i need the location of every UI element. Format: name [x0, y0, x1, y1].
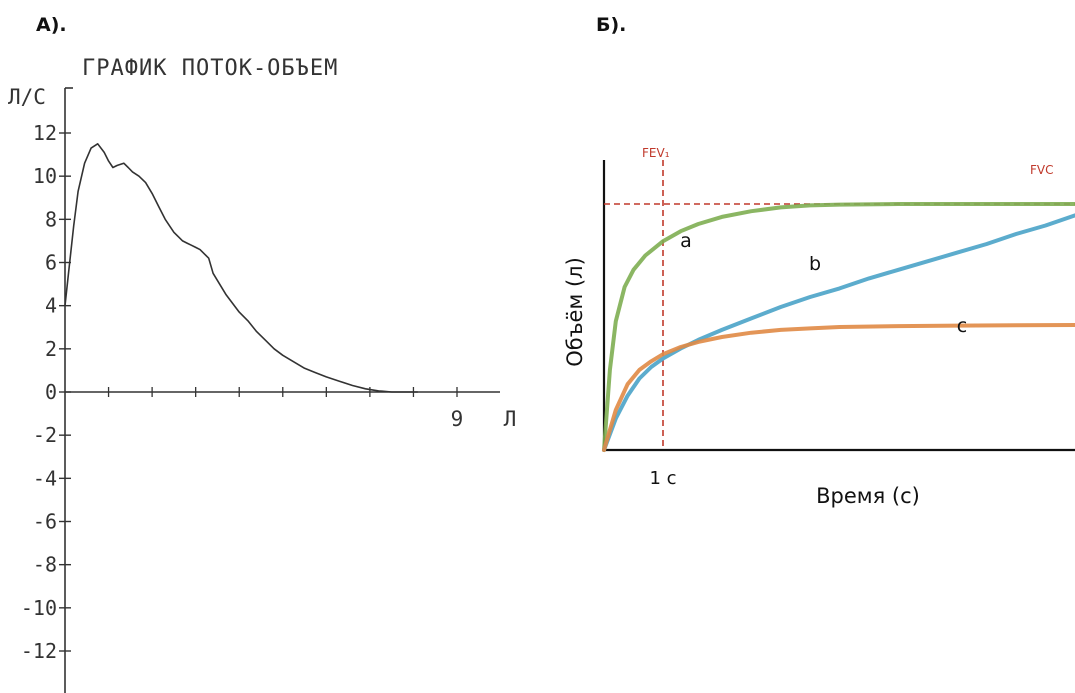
flow-volume-y-tick-label: -12 [21, 639, 57, 663]
flow-volume-x-label: Л [504, 407, 517, 431]
curve-label-a: a [680, 230, 692, 252]
curve-label-c: c [957, 315, 967, 337]
flow-volume-y-tick-label: -4 [33, 466, 57, 490]
volume-time-curve-b [602, 213, 1075, 452]
volume-time-y-label: Объём (л) [563, 257, 587, 367]
fev1-annotation: FEV₁ [642, 146, 670, 160]
flow-volume-y-tick-label: -10 [21, 596, 57, 620]
flow-volume-x-tick-label: 9 [451, 407, 464, 431]
panel-a-label: А). [36, 14, 67, 36]
volume-time-x-label: Время (с) [816, 484, 920, 508]
volume-time-curve-c [602, 323, 1075, 452]
flow-volume-y-tick-label: 0 [45, 380, 57, 404]
flow-volume-y-tick-label: 8 [45, 207, 57, 231]
volume-time-x-tick-label: 1 c [649, 468, 676, 489]
flow-volume-y-tick-label: 4 [45, 294, 57, 318]
panel-b-label: Б). [596, 14, 627, 36]
flow-volume-y-label: Л/С [8, 85, 46, 109]
flow-volume-y-tick-label: -8 [33, 553, 57, 577]
curve-label-b: b [809, 253, 821, 275]
flow-volume-curve [64, 143, 418, 393]
flow-volume-y-tick-label: -6 [33, 510, 57, 534]
flow-volume-y-tick-label: 10 [33, 164, 57, 188]
volume-time-curve-a [602, 202, 1075, 452]
flow-volume-y-tick-label: -2 [33, 423, 57, 447]
flow-volume-y-tick-label: 2 [45, 337, 57, 361]
fvc-annotation: FVC [1030, 163, 1054, 177]
flow-volume-title: ГРАФИК ПОТОК-ОБЪЕМ [82, 56, 338, 81]
flow-volume-y-tick-label: 12 [33, 121, 57, 145]
flow-volume-y-tick-label: 6 [45, 251, 57, 275]
